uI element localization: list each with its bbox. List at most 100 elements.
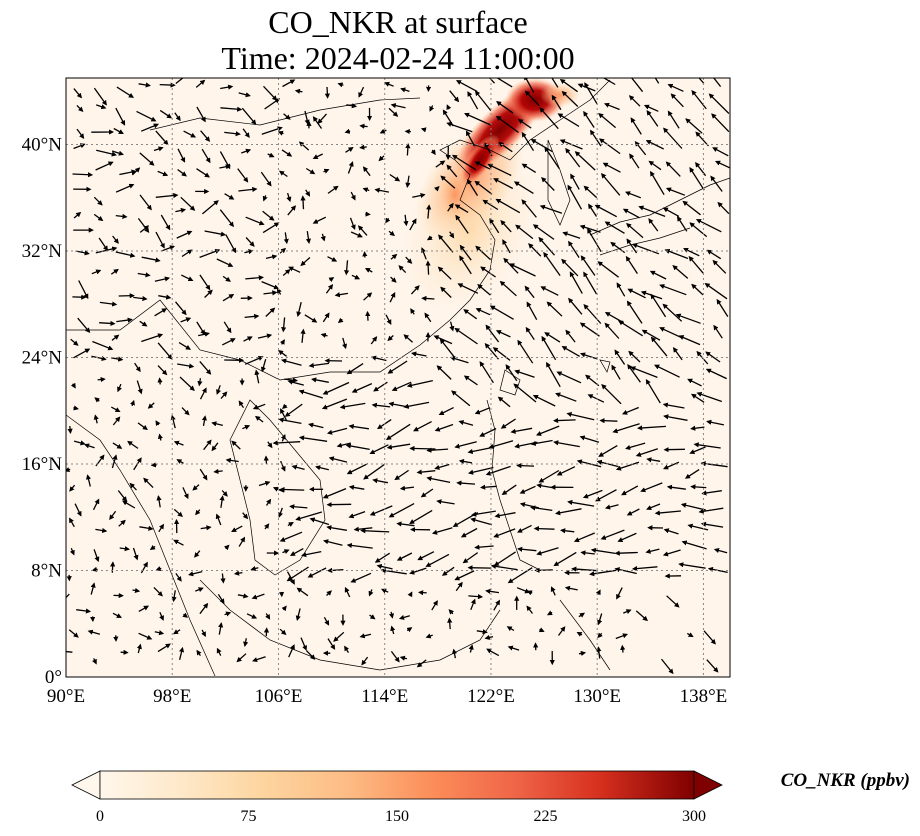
longitude-tick-label: 114°E — [361, 686, 408, 707]
wind-arrow — [474, 544, 494, 550]
wind-arrow — [624, 191, 642, 199]
wind-arrow — [199, 360, 212, 375]
wind-arrow — [667, 83, 684, 92]
wind-arrow — [534, 567, 553, 573]
wind-arrow — [646, 110, 659, 127]
wind-arrow — [300, 195, 306, 210]
wind-arrow — [715, 160, 730, 169]
wind-arrow — [351, 274, 361, 280]
wind-arrow — [487, 163, 512, 177]
wind-arrow — [154, 630, 165, 636]
wind-arrow — [112, 235, 119, 244]
wind-arrow — [173, 539, 184, 546]
wind-arrow — [538, 627, 545, 633]
wind-arrow — [348, 484, 365, 491]
wind-arrow — [615, 461, 640, 471]
wind-arrow — [463, 375, 478, 386]
wind-arrow — [396, 521, 415, 527]
wind-arrow — [116, 317, 133, 323]
wind-arrow — [493, 528, 516, 538]
wind-arrow — [490, 563, 518, 571]
wind-arrow — [539, 107, 559, 130]
wind-arrow — [201, 200, 219, 215]
wind-arrow — [92, 658, 97, 665]
wind-arrow — [141, 256, 161, 263]
wind-arrow — [225, 457, 239, 464]
wind-arrow — [434, 423, 454, 432]
wind-arrow — [388, 107, 399, 117]
wind-arrow — [321, 398, 348, 410]
wind-arrow — [546, 610, 553, 616]
wind-arrow — [68, 629, 79, 638]
coastlines — [66, 79, 730, 677]
wind-arrow — [468, 594, 484, 600]
wind-arrow — [580, 550, 595, 556]
wind-arrow — [215, 513, 222, 526]
wind-arrow — [521, 163, 537, 173]
wind-arrow — [218, 622, 224, 635]
wind-arrow — [216, 647, 222, 656]
wind-arrow — [362, 166, 371, 177]
wind-arrow — [288, 644, 295, 658]
wind-arrow — [312, 153, 323, 159]
wind-arrow — [195, 79, 206, 88]
wind-arrow — [216, 385, 221, 395]
wind-arrow — [245, 216, 265, 226]
wind-arrow — [136, 110, 157, 122]
wind-arrow — [455, 581, 463, 592]
map-area — [66, 78, 730, 677]
wind-arrow — [471, 510, 496, 517]
wind-arrow — [526, 301, 538, 321]
wind-arrow — [157, 170, 169, 177]
wind-arrow — [171, 590, 177, 603]
wind-arrow — [645, 548, 660, 554]
wind-arrow — [569, 271, 583, 294]
wind-arrow — [155, 420, 161, 426]
wind-arrow — [390, 625, 396, 635]
wind-arrow — [596, 459, 619, 468]
latitude-tick-label: 32°N — [22, 241, 63, 262]
wind-arrow — [403, 401, 430, 409]
wind-arrow — [196, 321, 206, 336]
wind-arrow — [213, 468, 223, 475]
wind-arrow — [277, 350, 287, 357]
wind-arrow — [283, 113, 291, 120]
wind-arrow — [308, 422, 324, 429]
wind-arrow — [390, 253, 398, 260]
wind-arrow — [283, 232, 289, 245]
wind-arrow — [544, 332, 561, 343]
wind-arrow — [231, 440, 241, 450]
wind-arrow — [538, 469, 560, 483]
wind-arrow — [69, 548, 75, 556]
wind-arrow — [640, 482, 663, 493]
colorbar-ticks: 0 75 150 225 300 — [96, 808, 706, 825]
wind-arrow — [381, 588, 389, 594]
wind-arrow — [280, 433, 286, 442]
wind-arrow — [690, 484, 707, 490]
wind-arrow — [488, 78, 495, 84]
wind-arrow — [449, 90, 460, 103]
wind-arrow — [231, 525, 243, 533]
wind-arrow — [204, 289, 213, 298]
wind-arrow — [87, 629, 101, 635]
wind-arrow — [365, 310, 371, 321]
wind-arrow — [177, 168, 187, 177]
wind-arrow — [224, 193, 235, 200]
wind-arrow — [468, 644, 474, 653]
wind-arrow — [635, 610, 648, 622]
wind-arrow — [544, 146, 560, 169]
wind-arrow — [689, 222, 708, 238]
wind-arrow — [476, 629, 488, 635]
wind-arrow — [323, 168, 330, 174]
wind-arrow — [437, 266, 452, 280]
wind-arrow — [628, 95, 641, 107]
wind-arrow — [560, 528, 575, 534]
wind-arrow — [713, 324, 723, 339]
wind-arrow — [348, 510, 366, 519]
wind-arrow — [250, 565, 259, 572]
wind-arrow — [604, 221, 625, 234]
wind-arrow — [521, 199, 537, 218]
wind-arrow — [222, 275, 231, 282]
wind-arrow — [553, 551, 577, 567]
wind-arrow — [499, 280, 517, 297]
